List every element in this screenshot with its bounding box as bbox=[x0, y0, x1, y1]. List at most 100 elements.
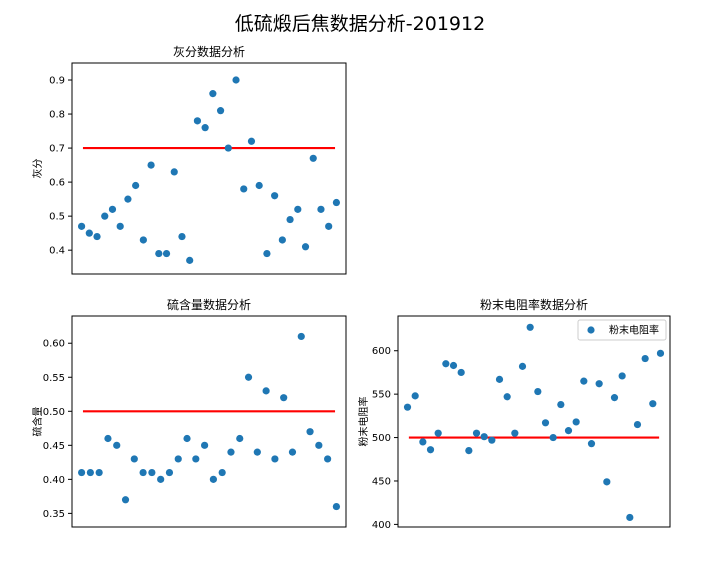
data-point bbox=[611, 394, 618, 401]
data-point bbox=[147, 161, 154, 168]
data-point bbox=[450, 362, 457, 369]
data-point bbox=[603, 478, 610, 485]
data-point bbox=[210, 476, 217, 483]
data-point bbox=[306, 428, 313, 435]
data-point bbox=[192, 455, 199, 462]
data-point bbox=[232, 76, 239, 83]
data-point bbox=[333, 503, 340, 510]
data-point bbox=[565, 427, 572, 434]
y-tick-label: 450 bbox=[372, 476, 391, 487]
data-point bbox=[286, 216, 293, 223]
y-tick-label: 0.45 bbox=[43, 441, 65, 452]
data-point bbox=[209, 90, 216, 97]
chart-title: 硫含量数据分析 bbox=[167, 297, 251, 312]
data-point bbox=[298, 333, 305, 340]
data-point bbox=[201, 442, 208, 449]
data-point bbox=[310, 155, 317, 162]
data-point bbox=[534, 388, 541, 395]
data-point bbox=[596, 380, 603, 387]
chart-title: 灰分数据分析 bbox=[173, 44, 245, 59]
data-point bbox=[225, 144, 232, 151]
data-point bbox=[240, 185, 247, 192]
data-point bbox=[557, 401, 564, 408]
data-point bbox=[155, 250, 162, 257]
data-point bbox=[550, 434, 557, 441]
data-point bbox=[117, 223, 124, 230]
y-tick-label: 0.5 bbox=[49, 212, 65, 223]
data-point bbox=[488, 437, 495, 444]
data-point bbox=[481, 433, 488, 440]
data-point bbox=[140, 236, 147, 243]
data-point bbox=[78, 223, 85, 230]
data-point bbox=[465, 447, 472, 454]
data-point bbox=[183, 435, 190, 442]
data-point bbox=[573, 418, 580, 425]
y-tick-label: 0.4 bbox=[49, 246, 65, 257]
data-point bbox=[245, 374, 252, 381]
data-point bbox=[271, 192, 278, 199]
data-point bbox=[163, 250, 170, 257]
data-point bbox=[93, 233, 100, 240]
data-point bbox=[427, 446, 434, 453]
y-tick-label: 0.9 bbox=[49, 76, 65, 87]
data-point bbox=[271, 455, 278, 462]
data-point bbox=[236, 435, 243, 442]
data-point bbox=[101, 213, 108, 220]
data-point bbox=[333, 199, 340, 206]
data-point bbox=[256, 182, 263, 189]
y-tick-label: 0.8 bbox=[49, 110, 65, 121]
data-point bbox=[294, 206, 301, 213]
data-point bbox=[642, 355, 649, 362]
y-tick-label: 500 bbox=[372, 433, 391, 444]
data-point bbox=[86, 230, 93, 237]
data-point bbox=[87, 469, 94, 476]
data-point bbox=[124, 196, 131, 203]
data-point bbox=[217, 107, 224, 114]
data-point bbox=[519, 363, 526, 370]
data-point bbox=[186, 257, 193, 264]
chart-title: 粉末电阻率数据分析 bbox=[480, 297, 588, 312]
y-tick-label: 0.6 bbox=[49, 178, 65, 189]
y-tick-label: 600 bbox=[372, 346, 391, 357]
resistivity-scatter-chart: 400450500550600粉末电阻率数据分析粉末电阻率粉末电阻率 bbox=[357, 297, 670, 531]
data-point bbox=[626, 514, 633, 521]
data-point bbox=[104, 435, 111, 442]
data-point bbox=[289, 449, 296, 456]
data-point bbox=[412, 392, 419, 399]
data-point bbox=[109, 206, 116, 213]
data-point bbox=[496, 376, 503, 383]
data-point bbox=[131, 455, 138, 462]
data-point bbox=[194, 117, 201, 124]
data-point bbox=[248, 138, 255, 145]
y-axis-label: 灰分 bbox=[31, 159, 44, 179]
data-point bbox=[227, 449, 234, 456]
data-point bbox=[96, 469, 103, 476]
legend-marker bbox=[587, 326, 594, 333]
data-point bbox=[132, 182, 139, 189]
y-tick-label: 0.55 bbox=[43, 373, 65, 384]
y-tick-label: 400 bbox=[372, 520, 391, 531]
data-point bbox=[473, 430, 480, 437]
y-tick-label: 0.40 bbox=[43, 475, 65, 486]
data-point bbox=[419, 438, 426, 445]
data-point bbox=[280, 394, 287, 401]
data-point bbox=[634, 421, 641, 428]
y-axis-label: 硫含量 bbox=[31, 407, 44, 437]
data-point bbox=[442, 360, 449, 367]
plot-frame bbox=[72, 63, 346, 274]
y-tick-label: 0.35 bbox=[43, 509, 65, 520]
data-point bbox=[527, 324, 534, 331]
plot-frame bbox=[72, 316, 346, 527]
y-tick-label: 0.60 bbox=[43, 339, 65, 350]
y-tick-label: 0.7 bbox=[49, 144, 65, 155]
legend-label: 粉末电阻率 bbox=[609, 324, 659, 337]
data-point bbox=[157, 476, 164, 483]
data-point bbox=[219, 469, 226, 476]
data-point bbox=[263, 387, 270, 394]
data-point bbox=[619, 372, 626, 379]
data-point bbox=[458, 369, 465, 376]
data-point bbox=[542, 419, 549, 426]
